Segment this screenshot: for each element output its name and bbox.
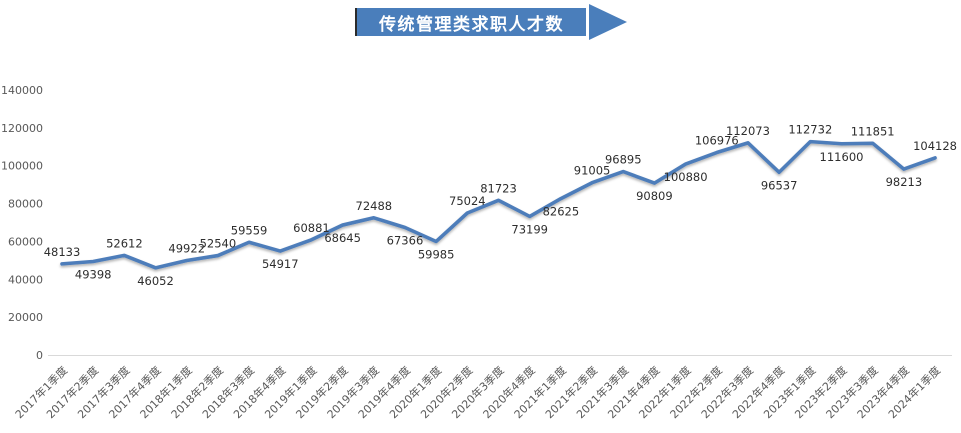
data-label: 81723	[480, 181, 517, 195]
data-label: 112073	[726, 124, 770, 138]
data-label: 90809	[636, 189, 673, 203]
data-label: 52540	[200, 237, 237, 251]
data-label: 106976	[695, 134, 739, 148]
data-label: 59985	[418, 247, 455, 261]
series-line	[60, 139, 937, 270]
data-label: 59559	[231, 223, 268, 237]
data-label: 112732	[788, 123, 832, 137]
data-label: 49922	[168, 242, 205, 256]
data-label: 60881	[293, 221, 330, 235]
banner-arrow-icon	[589, 4, 627, 40]
data-label: 49398	[75, 267, 112, 281]
data-label: 52612	[106, 236, 143, 250]
data-label: 100880	[664, 170, 708, 184]
data-label: 111851	[851, 124, 895, 138]
data-label: 75024	[449, 194, 486, 208]
chart-title-banner: 传统管理类求职人才数	[355, 8, 586, 36]
y-axis-tick-label: 20000	[8, 311, 43, 324]
y-axis-tick-label: 80000	[8, 198, 43, 211]
data-label: 91005	[574, 164, 611, 178]
data-label: 72488	[356, 199, 393, 213]
data-label: 104128	[913, 139, 957, 153]
data-label: 82625	[543, 205, 580, 219]
data-label: 68645	[324, 231, 361, 245]
y-axis-tick-label: 120000	[1, 122, 43, 135]
chart-title: 传统管理类求职人才数	[379, 14, 564, 35]
y-axis-tick-label: 100000	[1, 160, 43, 173]
y-axis-tick-label: 0	[36, 349, 43, 362]
data-label: 73199	[511, 222, 548, 236]
data-label: 96537	[761, 178, 798, 192]
y-axis-tick-label: 40000	[8, 273, 43, 286]
data-label: 54917	[262, 257, 299, 271]
data-label: 98213	[886, 175, 923, 189]
data-label: 96895	[605, 153, 642, 167]
y-axis-tick-label: 60000	[8, 235, 43, 248]
data-label: 67366	[387, 233, 424, 247]
y-axis-tick-label: 140000	[1, 84, 43, 97]
data-label: 46052	[137, 274, 174, 288]
data-label: 111600	[820, 150, 864, 164]
data-label: 48133	[44, 245, 81, 259]
